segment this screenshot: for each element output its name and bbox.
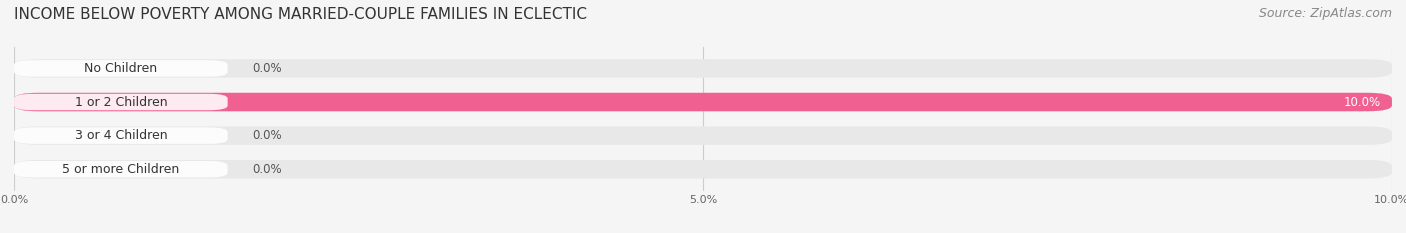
FancyBboxPatch shape [14, 127, 228, 144]
Text: 0.0%: 0.0% [253, 163, 283, 176]
FancyBboxPatch shape [14, 126, 1392, 145]
FancyBboxPatch shape [14, 160, 1392, 178]
FancyBboxPatch shape [14, 94, 228, 110]
FancyBboxPatch shape [14, 93, 1392, 111]
FancyBboxPatch shape [14, 60, 228, 77]
FancyBboxPatch shape [14, 59, 1392, 78]
FancyBboxPatch shape [14, 161, 228, 178]
Text: 1 or 2 Children: 1 or 2 Children [75, 96, 167, 109]
Text: Source: ZipAtlas.com: Source: ZipAtlas.com [1258, 7, 1392, 20]
Text: 5 or more Children: 5 or more Children [62, 163, 180, 176]
Text: INCOME BELOW POVERTY AMONG MARRIED-COUPLE FAMILIES IN ECLECTIC: INCOME BELOW POVERTY AMONG MARRIED-COUPL… [14, 7, 588, 22]
Text: No Children: No Children [84, 62, 157, 75]
Text: 0.0%: 0.0% [253, 129, 283, 142]
Text: 0.0%: 0.0% [253, 62, 283, 75]
Text: 10.0%: 10.0% [1344, 96, 1381, 109]
FancyBboxPatch shape [14, 93, 1392, 111]
Text: 3 or 4 Children: 3 or 4 Children [75, 129, 167, 142]
